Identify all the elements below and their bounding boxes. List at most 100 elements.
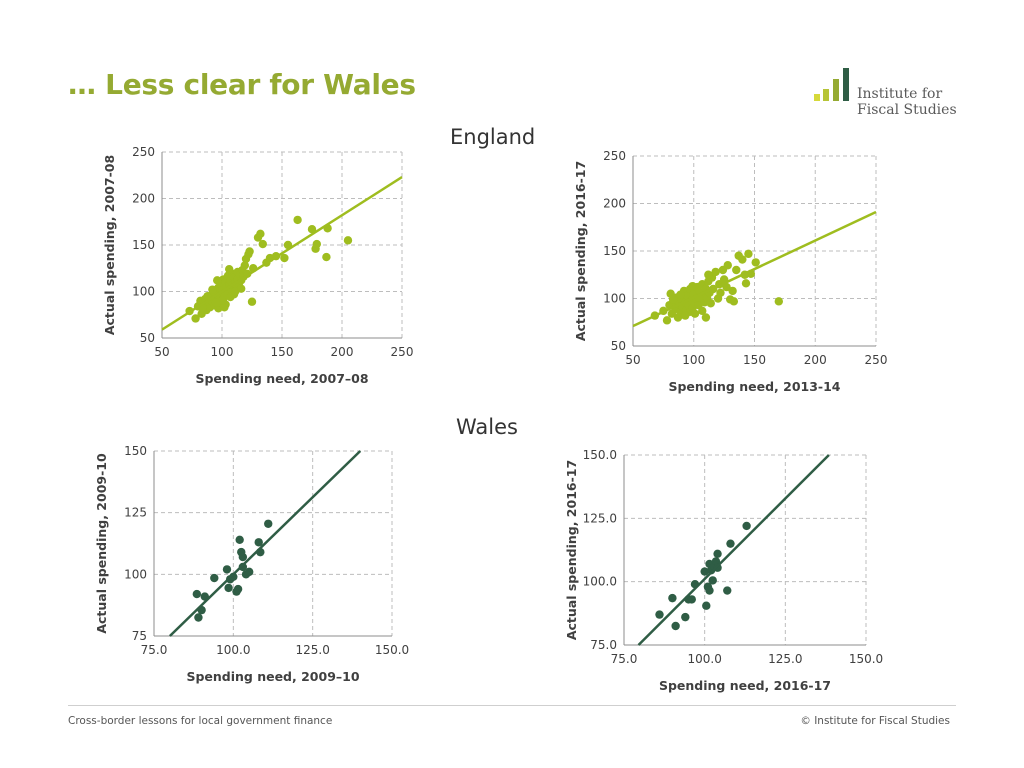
data-point [751,258,760,267]
data-point [705,586,714,595]
y-axis-title: Actual spending, 2016-17 [573,161,588,341]
x-axis-title: Spending need, 2009–10 [186,669,359,684]
data-point [704,270,713,279]
data-point [208,285,217,294]
data-point [240,261,249,270]
data-point [258,239,267,249]
data-point [213,276,222,285]
y-tick-label: 200 [132,192,155,206]
data-point [742,521,751,531]
data-point [681,311,690,320]
y-tick-label: 100.0 [583,575,617,589]
x-tick-label: 150 [271,345,294,359]
y-tick-label: 100 [603,292,626,306]
x-tick-label: 50 [625,353,640,367]
data-point [716,288,725,297]
data-point [280,253,289,263]
x-tick-label: 75.0 [611,652,638,666]
data-point [690,309,700,318]
data-point [192,589,202,599]
x-tick-label: 250 [865,353,888,367]
x-tick-label: 100.0 [216,643,250,657]
y-axis-title: Actual spending, 2009-10 [94,453,109,634]
data-point [738,255,747,264]
x-tick-label: 125.0 [295,643,329,657]
y-tick-label: 50 [611,339,626,353]
data-point [247,297,257,306]
scatter-plot: 75.0 100.0 125.0 150.0 75 100 125 150 Spending n… [94,444,409,684]
data-point [237,284,246,293]
y-tick-label: 250 [132,145,155,159]
data-point [774,297,783,306]
data-point [245,247,254,256]
y-tick-label: 150 [603,244,626,258]
trend-line [637,454,830,646]
footer-copyright: © Institute for Fiscal Studies [800,715,950,727]
x-tick-label: 150.0 [849,652,883,666]
x-axis-title: Spending need, 2016-17 [659,678,831,693]
x-tick-label: 200 [804,353,827,367]
data-point [671,621,680,631]
data-point [312,239,321,249]
data-point [220,303,229,312]
data-point [713,549,722,558]
data-point [245,567,254,577]
data-point [688,281,697,291]
footer-caption: Cross-border lessons for local governmen… [68,715,333,727]
data-point [726,539,735,548]
data-point [224,583,233,593]
y-tick-label: 125 [124,506,147,520]
data-point [191,314,200,323]
data-point [662,316,672,325]
x-tick-label: 50 [154,345,169,359]
data-point [711,557,721,566]
x-axis-title: Spending need, 2007–08 [195,371,368,386]
scatter-plot: 50 100 150 200 250 50 100 150 200 250 Spending nee… [102,145,413,386]
data-point [711,267,720,277]
data-point [676,290,685,299]
data-point [210,573,219,583]
data-point [307,224,317,234]
data-point [722,282,731,292]
logo-text: Institute for Fiscal Studies [857,86,957,118]
trend-line [632,210,877,328]
y-tick-label: 200 [603,197,626,211]
y-tick-label: 250 [603,149,626,163]
england-chart-2007-08: 50 100 150 200 250 50 100 150 200 250 Spending nee… [102,145,413,386]
wales-chart-2016-17: 75.0 100.0 125.0 150.0 75.0 100.0 125.0 150.0 Sp… [564,448,883,693]
data-point [264,519,273,528]
trend-line [161,176,403,331]
data-point [293,215,302,225]
footer-divider [68,705,956,706]
data-point [254,538,263,547]
scatter-plot: 75.0 100.0 125.0 150.0 75.0 100.0 125.0 150.0 Sp… [564,448,883,693]
x-tick-label: 125.0 [768,652,802,666]
x-tick-label: 250 [391,345,414,359]
y-tick-label: 150 [132,238,155,252]
data-point [728,286,737,296]
scatter-plot: 50 100 150 200 250 50 100 150 200 250 Spending nee… [573,149,887,394]
y-tick-label: 125.0 [583,511,617,525]
data-point [700,567,709,576]
y-tick-label: 75.0 [590,638,617,652]
x-tick-label: 150 [743,353,766,367]
data-point [723,261,732,270]
y-axis-title: Actual spending, 2007-08 [102,155,117,335]
data-point [687,595,696,604]
logo-line-1: Institute for [857,86,943,102]
data-point [225,264,234,274]
wales-chart-2009-10: 75.0 100.0 125.0 150.0 75 100 125 150 Spending n… [94,444,409,684]
data-point [681,612,690,622]
y-axis-title: Actual spending, 2016-17 [564,460,579,640]
data-point [701,313,711,322]
y-tick-label: 50 [140,331,155,345]
data-point [706,299,715,308]
data-point [729,297,739,306]
x-tick-label: 75.0 [141,643,168,657]
logo-line-2: Fiscal Studies [857,102,957,118]
data-point [698,306,707,316]
wales-heading: Wales [456,415,518,439]
data-point [343,236,353,245]
england-heading: England [450,125,536,149]
y-tick-label: 75 [132,629,147,643]
